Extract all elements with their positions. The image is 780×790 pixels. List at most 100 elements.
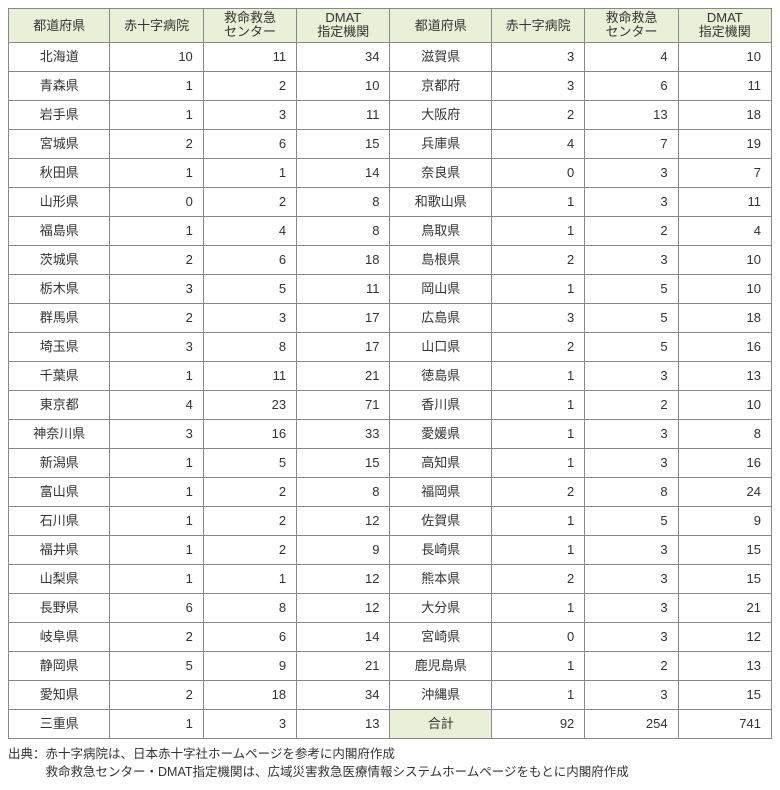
header-dmat-1: DMAT指定機関 (297, 9, 390, 43)
header-pref-2: 都道府県 (390, 9, 491, 43)
emerg-cell: 3 (203, 303, 296, 332)
emerg-cell: 2 (203, 477, 296, 506)
red-cell: 1 (110, 709, 203, 738)
table-row: 栃木県3511岡山県1510 (9, 274, 772, 303)
red-cell: 1 (491, 506, 584, 535)
pref-cell: 島根県 (390, 245, 491, 274)
emerg-cell: 6 (203, 622, 296, 651)
header-pref-1: 都道府県 (9, 9, 110, 43)
prefecture-medical-table: 都道府県 赤十字病院 救命救急センター DMAT指定機関 都道府県 赤十字病院 … (8, 8, 772, 739)
red-cell: 3 (110, 274, 203, 303)
pref-cell: 福岡県 (390, 477, 491, 506)
pref-cell: 宮城県 (9, 129, 110, 158)
emerg-cell: 5 (203, 448, 296, 477)
dmat-cell: 12 (297, 506, 390, 535)
red-cell: 0 (491, 158, 584, 187)
pref-cell: 岐阜県 (9, 622, 110, 651)
red-cell: 2 (110, 245, 203, 274)
emerg-cell: 3 (585, 245, 678, 274)
emerg-cell: 3 (585, 593, 678, 622)
red-cell: 1 (110, 535, 203, 564)
pref-cell: 埼玉県 (9, 332, 110, 361)
red-cell: 1 (110, 564, 203, 593)
emerg-cell: 8 (203, 593, 296, 622)
dmat-cell: 15 (297, 448, 390, 477)
dmat-cell: 21 (678, 593, 771, 622)
pref-cell: 滋賀県 (390, 42, 491, 71)
pref-cell: 山梨県 (9, 564, 110, 593)
red-cell: 2 (110, 129, 203, 158)
red-cell: 6 (110, 593, 203, 622)
emerg-cell: 5 (203, 274, 296, 303)
emerg-cell: 13 (585, 100, 678, 129)
emerg-cell: 2 (203, 506, 296, 535)
red-cell: 3 (110, 332, 203, 361)
table-row: 北海道101134滋賀県3410 (9, 42, 772, 71)
footnote-line-2: 救命救急センター・DMAT指定機関は、広域災害救急医療情報システムホームページを… (8, 763, 772, 782)
pref-cell: 栃木県 (9, 274, 110, 303)
table-row: 新潟県1515高知県1316 (9, 448, 772, 477)
dmat-cell: 15 (297, 129, 390, 158)
emerg-cell: 1 (203, 158, 296, 187)
pref-cell: 青森県 (9, 71, 110, 100)
pref-cell: 新潟県 (9, 448, 110, 477)
red-cell: 2 (491, 564, 584, 593)
footnote-line-1: 出典：赤十字病院は、日本赤十字社ホームページを参考に内閣府作成 (8, 745, 772, 764)
header-red-2: 赤十字病院 (491, 9, 584, 43)
pref-cell: 徳島県 (390, 361, 491, 390)
dmat-cell: 10 (678, 390, 771, 419)
red-cell: 1 (110, 71, 203, 100)
table-row: 岩手県1311大阪府21318 (9, 100, 772, 129)
dmat-cell: 10 (678, 245, 771, 274)
emerg-cell: 5 (585, 506, 678, 535)
red-cell: 2 (110, 680, 203, 709)
pref-cell: 奈良県 (390, 158, 491, 187)
dmat-cell: 11 (297, 274, 390, 303)
pref-cell: 富山県 (9, 477, 110, 506)
pref-cell: 和歌山県 (390, 187, 491, 216)
source-footnote: 出典：赤十字病院は、日本赤十字社ホームページを参考に内閣府作成 救命救急センター… (8, 745, 772, 783)
red-cell: 3 (110, 419, 203, 448)
dmat-cell: 14 (297, 158, 390, 187)
pref-cell: 熊本県 (390, 564, 491, 593)
red-cell: 1 (110, 361, 203, 390)
emerg-cell: 5 (585, 303, 678, 332)
dmat-cell: 4 (678, 216, 771, 245)
emerg-cell: 1 (203, 564, 296, 593)
emerg-cell: 3 (203, 100, 296, 129)
red-cell: 1 (491, 187, 584, 216)
table-row: 山形県028和歌山県1311 (9, 187, 772, 216)
pref-cell: 香川県 (390, 390, 491, 419)
emerg-cell: 6 (203, 245, 296, 274)
emerg-cell: 2 (203, 187, 296, 216)
red-cell: 10 (110, 42, 203, 71)
pref-cell: 秋田県 (9, 158, 110, 187)
pref-cell: 東京都 (9, 390, 110, 419)
emerg-cell: 3 (585, 448, 678, 477)
pref-cell: 愛媛県 (390, 419, 491, 448)
pref-cell: 長野県 (9, 593, 110, 622)
emerg-cell: 5 (585, 332, 678, 361)
pref-cell: 兵庫県 (390, 129, 491, 158)
emerg-cell: 18 (203, 680, 296, 709)
emerg-cell: 8 (203, 332, 296, 361)
emerg-cell: 4 (203, 216, 296, 245)
pref-cell: 岩手県 (9, 100, 110, 129)
emerg-cell: 3 (585, 158, 678, 187)
table-row: 岐阜県2614宮崎県0312 (9, 622, 772, 651)
pref-cell: 大阪府 (390, 100, 491, 129)
total-red-cell: 92 (491, 709, 584, 738)
dmat-cell: 8 (297, 477, 390, 506)
table-row: 富山県128福岡県2824 (9, 477, 772, 506)
pref-cell: 鳥取県 (390, 216, 491, 245)
red-cell: 1 (110, 477, 203, 506)
table-row: 秋田県1114奈良県037 (9, 158, 772, 187)
emerg-cell: 11 (203, 361, 296, 390)
red-cell: 1 (110, 158, 203, 187)
emerg-cell: 2 (585, 216, 678, 245)
table-row: 三重県1313合計92254741 (9, 709, 772, 738)
dmat-cell: 10 (678, 42, 771, 71)
dmat-cell: 10 (678, 274, 771, 303)
header-emerg-1: 救命救急センター (203, 9, 296, 43)
red-cell: 2 (491, 100, 584, 129)
